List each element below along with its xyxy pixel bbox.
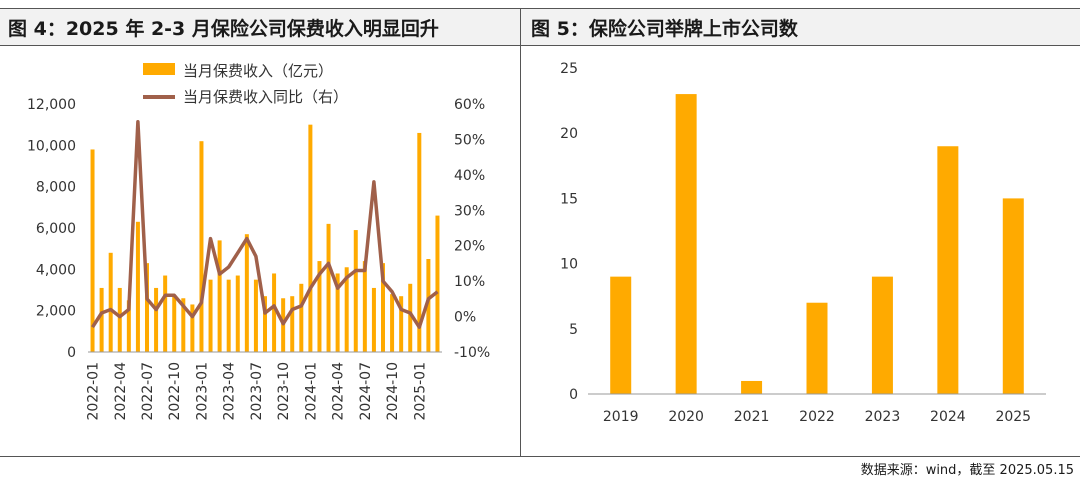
premium-bar [344,267,349,352]
y-tick-label: 25 [560,61,578,77]
x-tick-label: 2024 [930,409,966,425]
premium-bar [244,234,249,352]
premium-bar [308,124,313,353]
premium-bar [263,296,267,352]
panel-divider [520,8,521,456]
premium-bar [408,283,413,352]
premium-bar [381,263,385,352]
x-tick-label: 2024-07 [358,362,374,421]
y-tick-label: 20 [560,126,578,142]
x-tick-label: 2024-04 [331,362,347,421]
placement-bar [806,302,828,394]
y-left-tick-label: 4,000 [36,262,76,278]
legend-line-label: 当月保费收入同比（右） [183,88,348,106]
premium-bar [399,296,404,352]
premium-bar [126,300,131,352]
x-tick-label: 2020 [668,409,704,425]
x-tick-label: 2025-01 [412,362,428,421]
y-right-tick-label: 20% [454,239,485,255]
source-note: 数据来源：wind，截至 2025.05.15 [860,463,1074,478]
premium-bar [172,296,177,352]
y-tick-label: 5 [569,322,578,338]
y-tick-label: 10 [560,257,578,273]
x-tick-label: 2022-07 [140,362,156,421]
premium-bar [199,141,204,352]
y-left-tick-label: 12,000 [27,97,76,113]
y-right-tick-label: 50% [454,132,485,148]
premium-bar [417,132,422,352]
y-right-tick-label: -10% [454,345,490,361]
y-right-tick-label: 60% [454,97,485,113]
placement-bar [871,276,893,394]
x-tick-label: 2024-10 [385,362,401,421]
y-left-tick-label: 8,000 [36,180,76,196]
legend-bar-swatch [143,63,175,75]
x-tick-label: 2023-07 [249,362,265,421]
x-tick-label: 2022-04 [113,362,129,421]
x-tick-label: 2023 [865,409,901,425]
premium-bar [371,287,376,352]
y-left-tick-label: 6,000 [36,221,76,237]
x-tick-label: 2025 [995,409,1031,425]
y-tick-label: 0 [569,387,578,403]
y-left-tick-label: 2,000 [36,304,76,320]
legend-bar-label: 当月保费收入（亿元） [183,62,333,80]
x-tick-label: 2022 [799,409,835,425]
bottom-rule [0,456,1080,457]
x-tick-label: 2022-10 [167,362,183,421]
premium-bar [299,283,304,352]
x-tick-label: 2023-01 [194,362,210,421]
premium-bar [272,273,277,352]
x-tick-label: 2022-01 [86,362,102,421]
premium-bar [317,261,322,352]
y-right-tick-label: 10% [454,274,485,290]
premium-bar [208,279,213,352]
premium-bar [390,294,395,352]
y-tick-label: 15 [560,191,578,207]
premium-bar [426,259,431,352]
premium-bar [253,279,258,352]
premium-bar [226,279,231,352]
y-right-tick-label: 0% [454,310,476,326]
placement-bar [937,146,959,394]
premium-bar [108,252,113,352]
y-right-tick-label: 40% [454,168,485,184]
premium-bar [90,149,95,352]
premium-bar [353,230,358,352]
premium-bar [145,263,149,352]
x-tick-label: 2021 [734,409,770,425]
premium-bar [217,240,222,352]
placement-bar [741,380,763,394]
figure-4-title: 图 4：2025 年 2-3 月保险公司保费收入明显回升 [8,18,439,40]
premium-bar [235,275,240,352]
premium-bar [181,298,186,352]
x-tick-label: 2023-10 [276,362,292,421]
premium-bar [117,287,122,352]
premium-bar [163,275,168,352]
premium-bar [135,221,140,352]
y-left-tick-label: 0 [67,345,76,361]
x-tick-label: 2024-01 [303,362,319,421]
premium-bar [290,296,295,352]
premium-bar [362,261,367,352]
premium-bar [190,304,195,352]
y-left-tick-label: 10,000 [27,138,76,154]
premium-bar [154,287,159,352]
premium-bar [99,287,104,352]
premium-bar [435,215,440,352]
placement-bar [675,94,697,394]
yoy-growth-line [91,119,439,329]
figure-5-title: 图 5：保险公司举牌上市公司数 [531,18,798,40]
y-right-tick-label: 30% [454,203,485,219]
placement-bar [1002,198,1024,394]
premium-income-chart: 0 2,000 4,000 6,000 8,000 10,000 12,000 -10% 0% 1… [27,62,490,421]
placement-bar [610,276,632,394]
x-tick-label: 2019 [603,409,639,425]
x-tick-label: 2023-04 [222,362,238,421]
title-band [0,8,1080,46]
premium-bar [335,273,340,352]
premium-bar [326,223,331,352]
